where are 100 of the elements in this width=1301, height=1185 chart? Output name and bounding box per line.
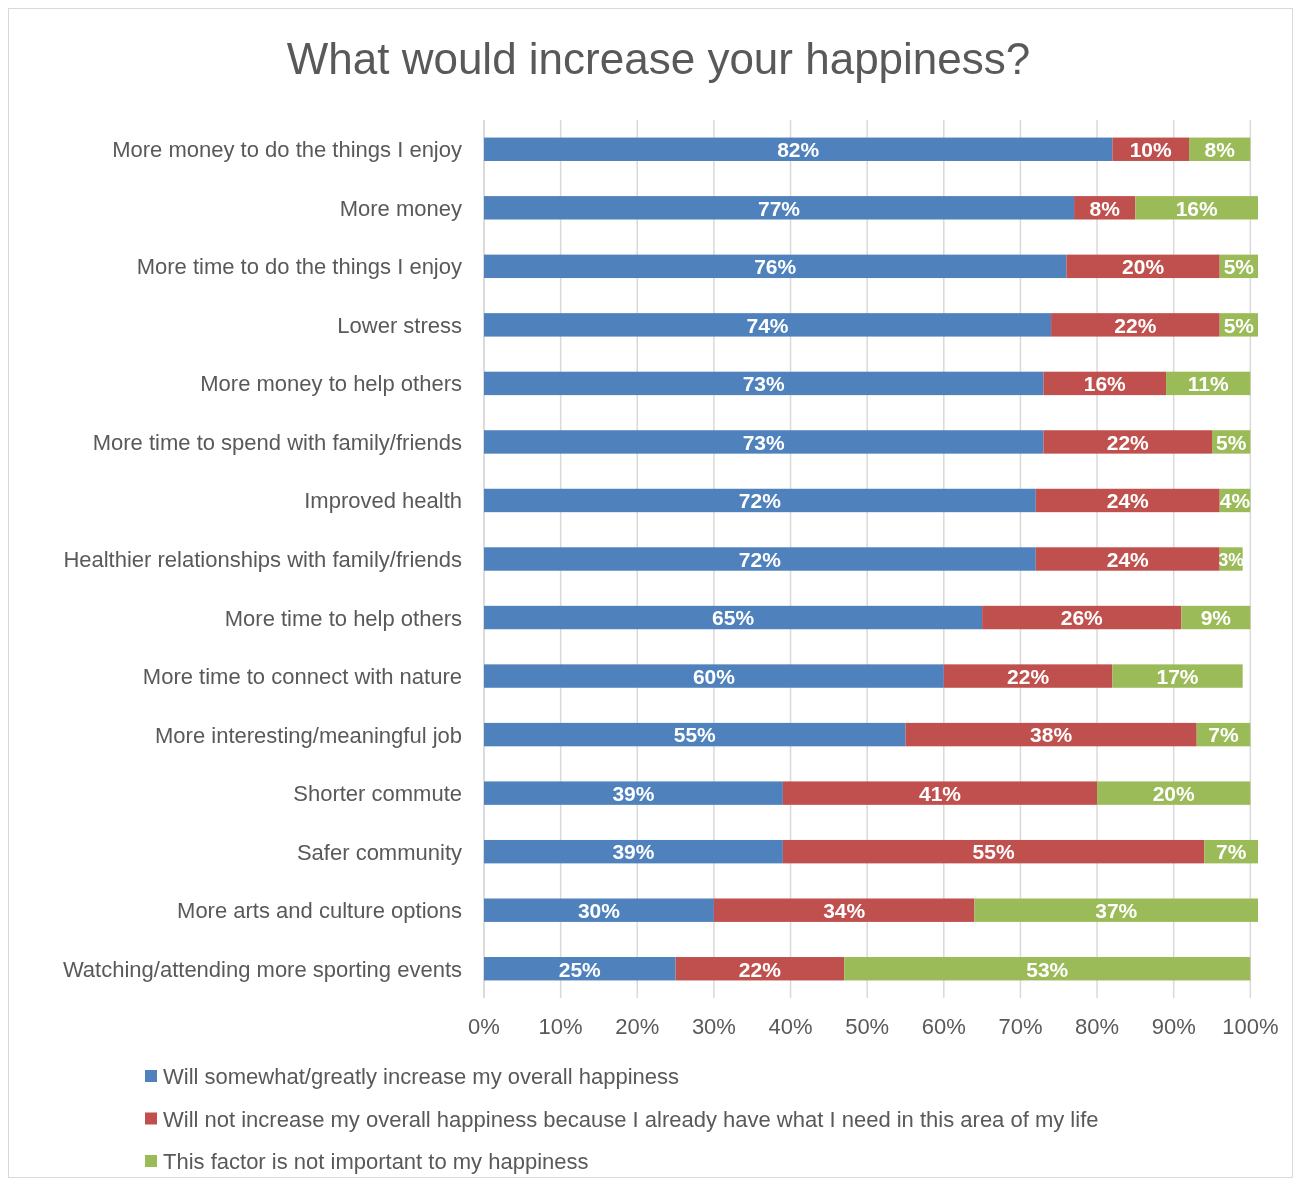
x-tick-label: 100% — [1222, 1014, 1279, 1039]
data-label: 73% — [742, 372, 786, 396]
data-label: 3% — [1218, 549, 1245, 570]
data-label: 5% — [1223, 313, 1255, 337]
data-label: 10% — [1129, 138, 1173, 162]
data-label: 20% — [1122, 255, 1165, 279]
data-label: 8% — [1089, 196, 1121, 220]
data-label: 26% — [1060, 606, 1104, 630]
data-label: 22% — [1106, 430, 1150, 454]
data-label: 39% — [612, 781, 655, 805]
x-tick-label: 30% — [691, 1014, 736, 1039]
x-tick-label: 40% — [768, 1014, 813, 1039]
x-tick-label: 10% — [538, 1014, 583, 1039]
bar — [1112, 664, 1243, 688]
data-label: 60% — [692, 664, 736, 688]
y-tick-label: More interesting/meaningful job — [155, 722, 462, 748]
legend-label: Will somewhat/greatly increase my overall happiness — [163, 1064, 679, 1089]
bar — [484, 371, 1044, 396]
bar — [484, 839, 783, 864]
y-tick-label: More time to do the things I enjoy — [136, 254, 462, 280]
bar — [713, 898, 975, 922]
data-label: 55% — [972, 840, 1015, 864]
bar — [905, 722, 1197, 747]
data-label: 5% — [1216, 430, 1247, 454]
data-label: 39% — [612, 840, 655, 864]
y-tick-label: Shorter commute — [293, 781, 462, 807]
y-tick-label: More time to connect with nature — [142, 664, 462, 690]
bar — [484, 488, 1036, 513]
data-label: 20% — [1152, 781, 1196, 805]
bar — [484, 137, 1113, 161]
bar — [844, 957, 1251, 981]
data-label: 41% — [918, 781, 962, 805]
data-label: 72% — [738, 547, 782, 571]
data-label: 25% — [558, 957, 602, 981]
data-label: 76% — [754, 255, 797, 279]
data-label: 4% — [1219, 489, 1251, 513]
chart-title: What would increase your happiness? — [286, 34, 1031, 83]
bar — [484, 898, 714, 922]
legend-label: This factor is not important to my happiness — [163, 1149, 589, 1174]
data-label: 8% — [1204, 138, 1236, 162]
bar — [1035, 547, 1220, 571]
y-tick-label: More money to help others — [200, 371, 462, 397]
data-label: 38% — [1030, 723, 1073, 747]
y-tick-label: Healthier relationships with family/friends — [63, 547, 462, 572]
data-label: 16% — [1083, 372, 1127, 396]
bar — [484, 664, 944, 688]
bar — [484, 313, 1052, 337]
y-tick-label: Safer community — [296, 839, 462, 865]
data-label: 65% — [712, 606, 755, 630]
bar — [943, 664, 1113, 688]
x-tick-label: 80% — [1075, 1014, 1120, 1039]
y-tick-label: More time to help others — [224, 605, 462, 631]
data-label: 9% — [1200, 606, 1232, 630]
data-label: 82% — [777, 138, 820, 162]
y-tick-label: Lower stress — [337, 312, 462, 338]
data-label: 22% — [1007, 664, 1050, 688]
bar — [484, 722, 906, 747]
bar — [1035, 488, 1220, 513]
data-label: 73% — [742, 430, 786, 454]
data-label: 53% — [1026, 957, 1069, 981]
x-tick-label: 60% — [921, 1014, 966, 1039]
data-label: 11% — [1187, 372, 1229, 396]
data-label: 17% — [1156, 664, 1199, 688]
data-label: 7% — [1216, 840, 1247, 864]
bar — [782, 839, 1205, 864]
y-tick-label: Watching/attending more sporting events — [62, 956, 462, 982]
bar — [1135, 196, 1258, 220]
data-label: 34% — [823, 898, 866, 922]
bar — [484, 547, 1036, 571]
y-tick-label: More money — [339, 195, 462, 221]
x-tick-label: 20% — [615, 1014, 660, 1039]
data-label: 74% — [746, 313, 789, 337]
legend-label: Will not increase my overall happiness because I already have what I need in this area of my life — [163, 1106, 1099, 1132]
x-tick-label: 90% — [1151, 1014, 1196, 1039]
data-label: 7% — [1208, 723, 1240, 747]
bar — [982, 605, 1182, 630]
bar — [484, 605, 983, 630]
x-tick-label: 0% — [468, 1014, 500, 1039]
y-tick-label: More money to do the things I enjoy — [112, 137, 462, 163]
bar — [1043, 430, 1213, 454]
bar — [782, 781, 1098, 805]
y-tick-label: More time to spend with family/friends — [92, 429, 462, 455]
bar — [484, 781, 783, 805]
data-label: 22% — [738, 957, 782, 981]
data-label: 55% — [673, 723, 717, 747]
bar — [1051, 313, 1220, 337]
data-label: 16% — [1175, 196, 1219, 220]
y-tick-label: More arts and culture options — [177, 898, 462, 924]
data-label: 72% — [738, 489, 782, 513]
data-label: 24% — [1106, 547, 1150, 571]
x-tick-label: 50% — [845, 1014, 890, 1039]
bar — [1097, 781, 1251, 805]
data-label: 24% — [1106, 489, 1150, 513]
bar — [974, 898, 1258, 922]
data-label: 22% — [1114, 313, 1157, 337]
bar — [484, 957, 676, 981]
data-label: 37% — [1095, 898, 1138, 922]
x-tick-label: 70% — [998, 1014, 1043, 1039]
bar — [484, 430, 1044, 454]
y-tick-label: Improved health — [304, 488, 462, 514]
